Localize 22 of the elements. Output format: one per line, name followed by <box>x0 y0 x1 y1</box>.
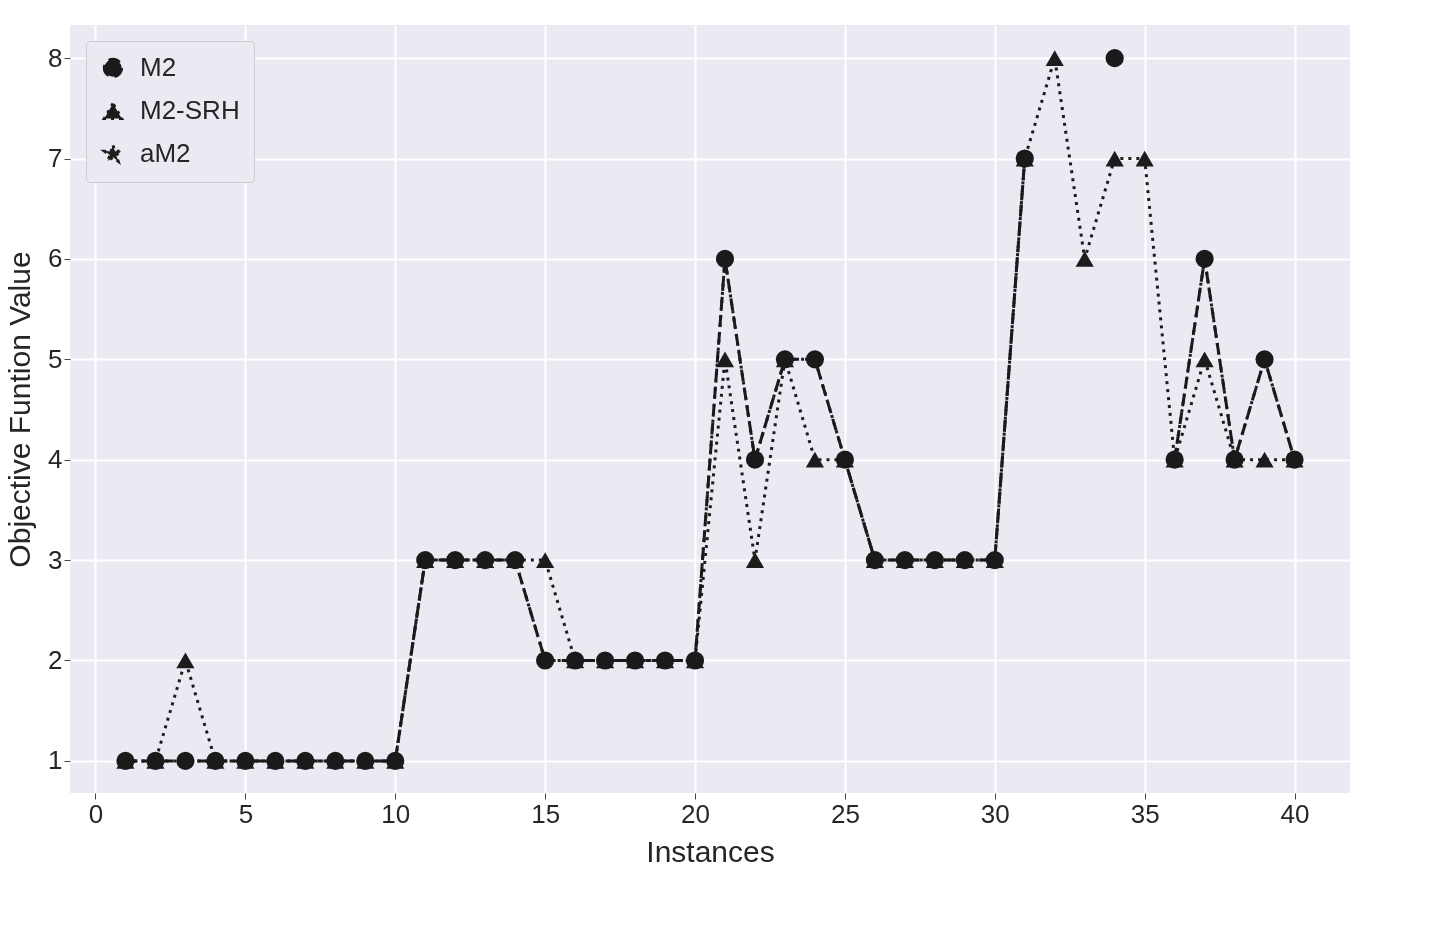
x-tick-label: 30 <box>980 798 1010 829</box>
y-tick-label: 3 <box>48 544 63 575</box>
y-tick-label: 8 <box>48 42 63 73</box>
y-tick-label: 5 <box>48 343 63 374</box>
y-tick-label: 2 <box>48 644 63 675</box>
y-tick-label: 6 <box>48 243 63 274</box>
legend-label: aM2 <box>140 138 191 168</box>
x-tick-label: 25 <box>830 798 860 829</box>
x-tick-label: 10 <box>381 798 411 829</box>
legend-label: M2-SRH <box>140 95 240 125</box>
y-tick-label: 7 <box>48 143 63 174</box>
x-tick-label: 20 <box>681 798 710 829</box>
x-tick-label: 40 <box>1280 798 1310 829</box>
y-axis-title: Objective Funtion Value <box>3 251 37 568</box>
x-axis-title: Instances <box>646 834 775 868</box>
x-tick-label: 15 <box>531 798 561 829</box>
x-tick-label: 35 <box>1130 798 1160 829</box>
y-tick-label: 1 <box>48 745 63 776</box>
legend-label: M2 <box>140 52 177 82</box>
x-tick-label: 5 <box>238 798 254 829</box>
y-tick-label: 4 <box>48 444 63 475</box>
x-tick-label: 0 <box>88 798 104 829</box>
